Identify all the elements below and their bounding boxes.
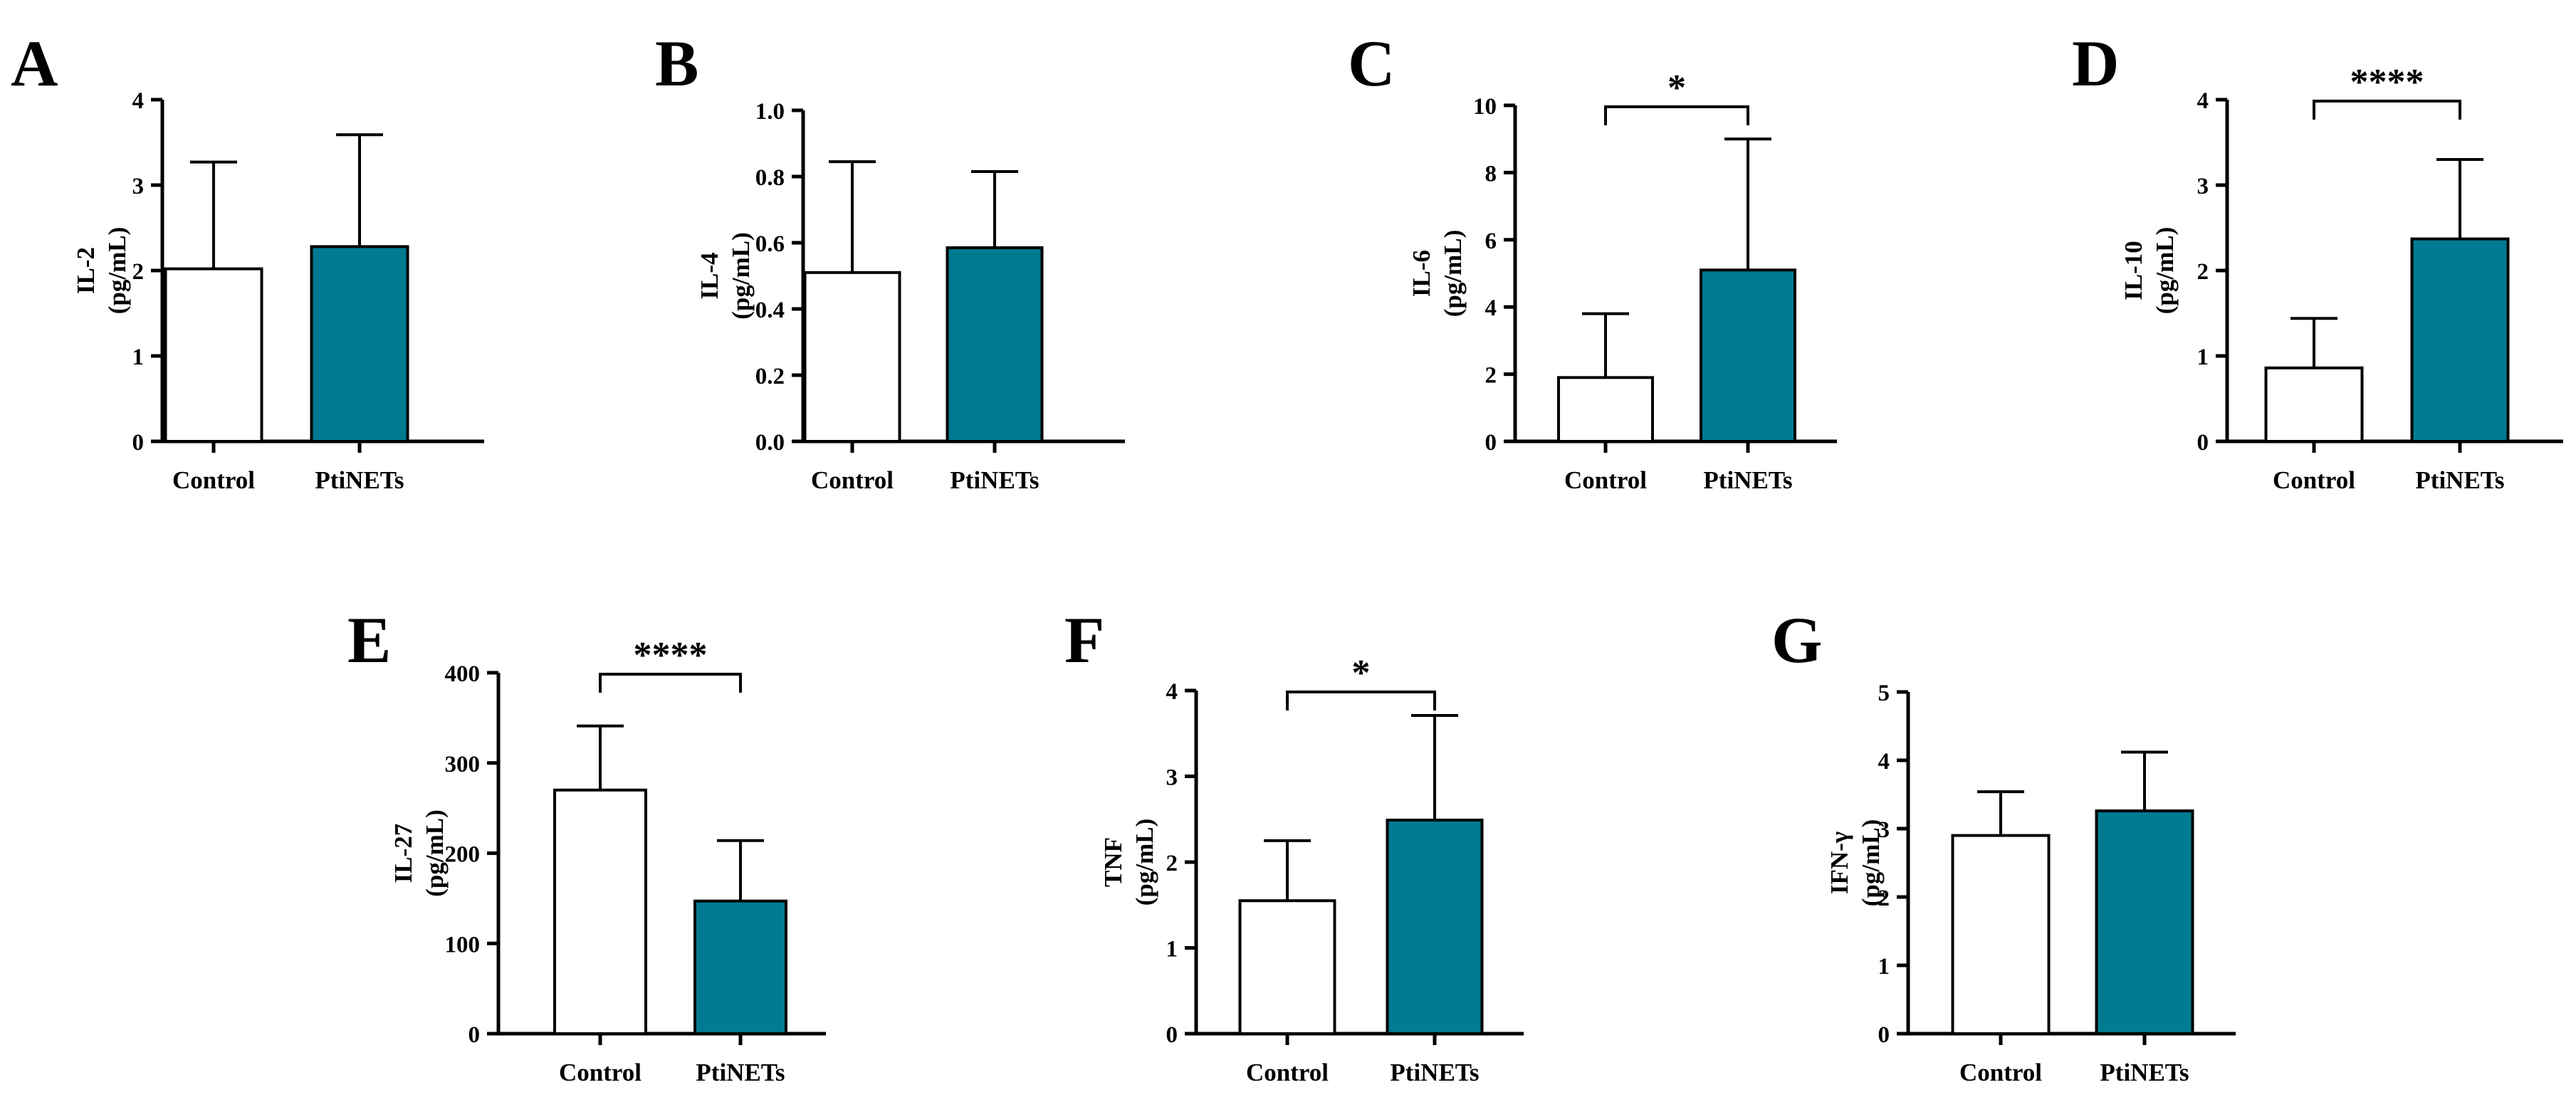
- y-axis-label: IFN-γ (pg/mL): [1826, 819, 1885, 907]
- y-tick-label: 4: [2197, 88, 2209, 114]
- y-tick-label: 1: [132, 345, 145, 370]
- y-tick-label: 200: [445, 842, 481, 868]
- bar-control: [164, 267, 263, 443]
- panel-e: E IL-27 (pg/mL) 0 100 200 300 400 Control PtiNETs…: [347, 604, 826, 1086]
- y-tick-label: 4: [1166, 679, 1178, 705]
- bar-ptinets: [1700, 268, 1796, 443]
- y-tick-label: 1: [2197, 345, 2209, 370]
- category-label: Control: [559, 1059, 642, 1086]
- y-tick-label: 8: [1485, 161, 1497, 187]
- y-tick-label: 2: [132, 259, 145, 285]
- panel-letter: B: [655, 27, 698, 100]
- y-tick-label: 4: [1878, 749, 1890, 775]
- y-tick-label: 0: [468, 1022, 481, 1048]
- y-tick-label: 2: [1878, 886, 1890, 911]
- bar-control: [1951, 834, 2051, 1035]
- y-tick-label: 0.8: [755, 165, 785, 191]
- panel-letter: A: [11, 27, 58, 100]
- bar-ptinets: [1386, 818, 1484, 1035]
- bar-control: [553, 788, 647, 1036]
- y-tick-label: 0: [1166, 1022, 1178, 1048]
- y-tick-label: 0: [1485, 430, 1497, 456]
- panel-letter: D: [2072, 27, 2119, 100]
- bar-ptinets: [693, 899, 787, 1035]
- bar-ptinets: [2410, 237, 2510, 443]
- y-tick-label: 2: [1166, 851, 1178, 876]
- y-axis-label: IL-2 (pg/mL): [72, 227, 131, 315]
- y-tick-label: 400: [445, 661, 481, 687]
- y-tick-label: 3: [1166, 765, 1178, 791]
- bar-ptinets: [310, 245, 409, 443]
- category-label: Control: [1959, 1059, 2042, 1086]
- y-tick-label: 1: [1878, 954, 1890, 980]
- significance-bracket: [1604, 105, 1749, 125]
- significance-marker: *: [1667, 68, 1686, 108]
- y-tick-label: 1: [1166, 937, 1178, 962]
- y-axis-label: TNF (pg/mL): [1099, 819, 1158, 906]
- category-label: Control: [1246, 1059, 1329, 1086]
- y-tick-label: 0: [1878, 1022, 1890, 1048]
- bar-ptinets: [2095, 809, 2194, 1036]
- y-tick-label: 100: [445, 932, 481, 958]
- category-label: Control: [2273, 466, 2355, 494]
- panel-c: C IL-6 (pg/mL) 0 2 4 6 8 10 Control PtiNETs *: [1348, 27, 1837, 494]
- y-axis-label: IL-27 (pg/mL): [389, 809, 449, 897]
- y-tick-label: 10: [1473, 94, 1497, 120]
- category-label: Control: [811, 466, 894, 494]
- y-tick-label: 0: [132, 430, 145, 456]
- y-tick-label: 1.0: [755, 99, 785, 125]
- y-tick-label: 5: [1878, 681, 1890, 706]
- panel-d: D IL-10 (pg/mL) 0 1 2 3 4 Control PtiNETs ****: [2072, 27, 2563, 494]
- panel-b: B IL-4 (pg/mL) 0.0 0.2 0.4 0.6 0.8 1.0 Control Pti…: [655, 27, 1125, 494]
- category-label: Control: [1564, 466, 1647, 494]
- significance-marker: ****: [634, 635, 708, 676]
- panel-letter: C: [1348, 27, 1395, 100]
- category-label: PtiNETs: [2100, 1059, 2189, 1086]
- y-tick-label: 3: [132, 174, 145, 199]
- category-label: PtiNETs: [950, 466, 1039, 494]
- y-tick-label: 3: [1878, 817, 1890, 843]
- significance-bracket: [599, 673, 742, 693]
- y-tick-label: 2: [2197, 259, 2209, 285]
- y-tick-label: 0.2: [755, 364, 785, 389]
- y-tick-label: 0: [2197, 430, 2209, 456]
- y-axis-label: IL-4 (pg/mL): [696, 232, 755, 320]
- significance-marker: *: [1352, 653, 1371, 693]
- y-tick-label: 0.0: [755, 430, 785, 456]
- category-label: PtiNETs: [1390, 1059, 1479, 1086]
- y-tick-label: 2: [1485, 363, 1497, 389]
- y-tick-label: 0.4: [755, 298, 785, 323]
- bar-ptinets: [946, 246, 1044, 443]
- panel-a: A IL-2 (pg/mL) 0 1 2 3 4 Control PtiNETs: [11, 27, 484, 494]
- panel-letter: E: [347, 604, 391, 676]
- panel-letter: F: [1064, 604, 1104, 676]
- bar-control: [803, 271, 901, 443]
- category-label: PtiNETs: [315, 466, 404, 494]
- y-tick-label: 0.6: [755, 231, 785, 257]
- panel-f: F TNF (pg/mL) 0 1 2 3 4 Control PtiNETs *: [1064, 604, 1524, 1086]
- y-tick-label: 300: [445, 752, 481, 777]
- y-tick-label: 4: [1485, 295, 1497, 321]
- category-label: PtiNETs: [696, 1059, 785, 1086]
- significance-marker: ****: [2350, 62, 2424, 103]
- category-label: Control: [172, 466, 255, 494]
- category-label: PtiNETs: [2415, 466, 2504, 494]
- y-axis-label: IL-6 (pg/mL): [1408, 230, 1467, 318]
- y-axis-label: IL-10 (pg/mL): [2120, 227, 2179, 315]
- significance-bracket: [1286, 691, 1436, 710]
- category-label: PtiNETs: [1703, 466, 1792, 494]
- bar-control: [1238, 899, 1336, 1035]
- bar-control: [2264, 366, 2364, 443]
- panel-g: G IFN-γ (pg/mL) 0 1 2 3 4 5 Control PtiNETs: [1771, 604, 2236, 1086]
- y-tick-label: 6: [1485, 229, 1497, 254]
- significance-bracket: [2313, 100, 2461, 120]
- bar-control: [1557, 376, 1654, 444]
- panel-letter: G: [1771, 604, 1823, 676]
- y-tick-label: 4: [132, 88, 145, 114]
- y-tick-label: 3: [2197, 174, 2209, 199]
